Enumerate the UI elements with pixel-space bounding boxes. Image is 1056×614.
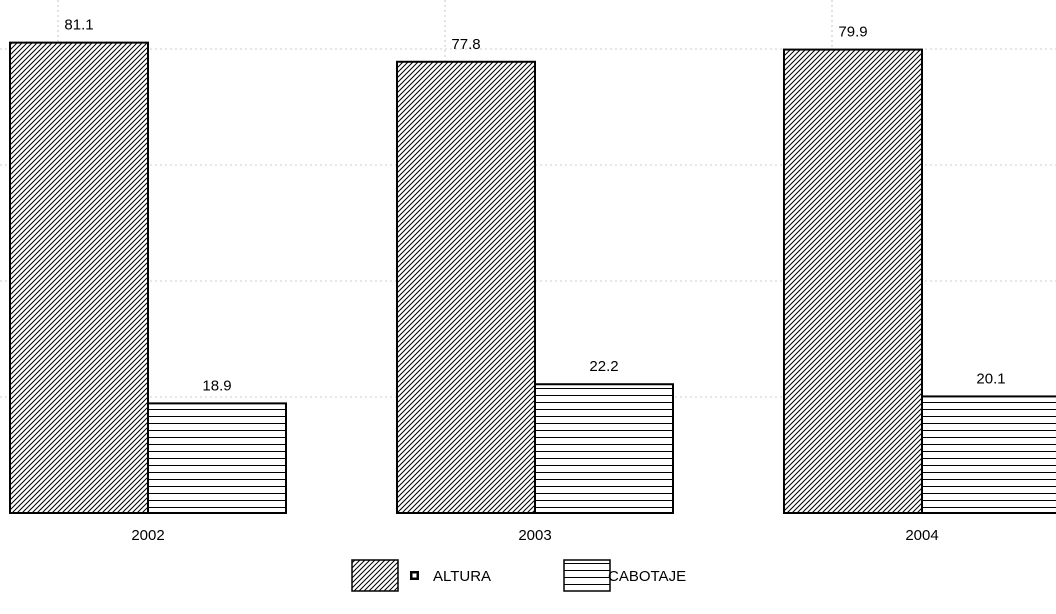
- legend-label-altura: ALTURA: [433, 568, 491, 585]
- legend-swatch-altura: [351, 559, 399, 592]
- bar-altura-2004: [783, 48, 923, 515]
- legend-label-cabotaje: CABOTAJE: [608, 568, 686, 585]
- data-label-altura-2002: 81.1: [64, 17, 93, 34]
- bar-altura-2002: [9, 41, 149, 515]
- category-label-2004: 2004: [905, 527, 938, 544]
- data-label-altura-2004: 79.9: [838, 24, 867, 41]
- bar-cabotaje-2002: [147, 402, 287, 515]
- bar-cabotaje-2004: [921, 395, 1056, 515]
- legend-swatch-cabotaje: [563, 559, 611, 592]
- category-label-2003: 2003: [518, 527, 551, 544]
- legend-marker-inner: [412, 573, 417, 578]
- data-label-altura-2003: 77.8: [451, 36, 480, 53]
- legend: ALTURA CABOTAJE: [351, 559, 686, 592]
- bars: [9, 41, 1056, 515]
- data-label-cabotaje-2003: 22.2: [589, 358, 618, 375]
- bar-cabotaje-2003: [534, 383, 674, 514]
- labels: 81.1 18.9 2002 77.8 22.2 2003 79.9 20.1 2004: [64, 17, 1005, 544]
- data-label-cabotaje-2004: 20.1: [976, 370, 1005, 387]
- category-label-2002: 2002: [131, 527, 164, 544]
- bar-altura-2003: [396, 60, 536, 514]
- data-label-cabotaje-2002: 18.9: [202, 377, 231, 394]
